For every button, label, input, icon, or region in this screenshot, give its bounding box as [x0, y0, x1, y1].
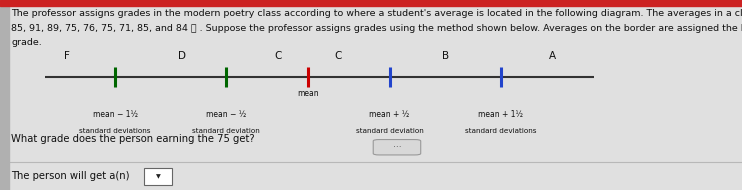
Text: 85, 91, 89, 75, 76, 75, 71, 85, and 84 ⓢ . Suppose the professor assigns grades : 85, 91, 89, 75, 76, 75, 71, 85, and 84 ⓢ… — [11, 24, 742, 33]
Text: F: F — [64, 51, 70, 61]
Text: mean + 1½: mean + 1½ — [479, 110, 523, 119]
Text: mean − 1½: mean − 1½ — [93, 110, 137, 119]
Text: The person will get a(n): The person will get a(n) — [11, 171, 130, 181]
Text: mean + ½: mean + ½ — [370, 110, 410, 119]
Text: A: A — [549, 51, 556, 61]
FancyBboxPatch shape — [144, 168, 172, 185]
Text: D: D — [178, 51, 186, 61]
Text: standard deviations: standard deviations — [465, 128, 536, 134]
Text: standard deviation: standard deviation — [355, 128, 424, 134]
Text: mean: mean — [297, 89, 319, 98]
Text: The professor assigns grades in the modern poetry class according to where a stu: The professor assigns grades in the mode… — [11, 9, 742, 17]
Text: ···: ··· — [393, 143, 401, 152]
Text: grade.: grade. — [11, 38, 42, 47]
Text: What grade does the person earning the 75 get?: What grade does the person earning the 7… — [11, 134, 255, 144]
Text: standard deviations: standard deviations — [79, 128, 151, 134]
Text: C: C — [275, 51, 282, 61]
Bar — [0, 0, 9, 190]
Text: B: B — [441, 51, 449, 61]
FancyBboxPatch shape — [373, 139, 421, 155]
Text: C: C — [334, 51, 341, 61]
Bar — [0, 0, 742, 6]
Text: ▼: ▼ — [156, 174, 160, 179]
Text: mean − ½: mean − ½ — [206, 110, 246, 119]
Text: standard deviation: standard deviation — [192, 128, 260, 134]
